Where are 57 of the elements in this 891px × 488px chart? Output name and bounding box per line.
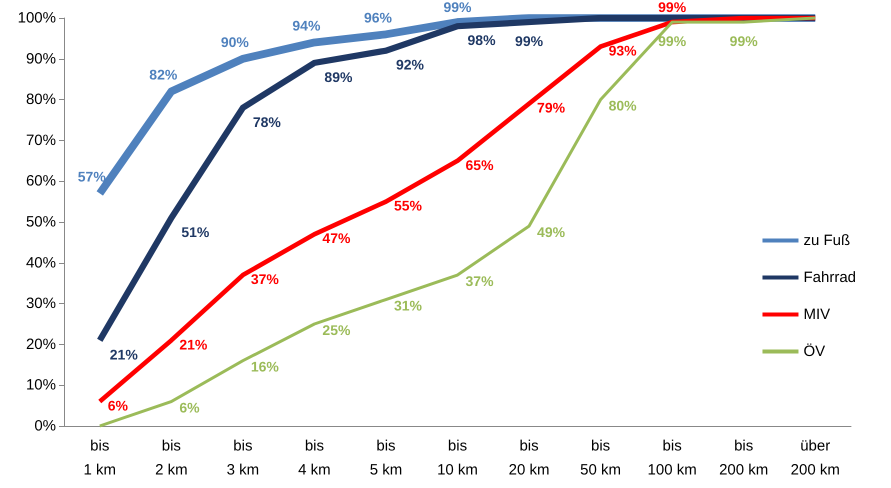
data-label: 90% — [220, 34, 250, 50]
data-label: 37% — [466, 273, 494, 290]
y-tick-label: 100% — [18, 10, 56, 26]
data-label: 37% — [250, 271, 280, 288]
data-label: 57% — [78, 168, 106, 184]
legend-label: Fahrrad — [803, 269, 856, 286]
y-tick-label: 90% — [26, 50, 56, 68]
x-tick-label: bis 5 km — [370, 438, 402, 478]
data-label: 99% — [730, 33, 758, 50]
data-label: 94% — [292, 17, 321, 34]
y-tick-label: 40% — [26, 254, 56, 272]
x-tick-label: bis 1 km — [84, 438, 116, 478]
x-tick-label: bis 3 km — [226, 438, 260, 478]
x-tick-label: bis 10 km — [437, 438, 478, 478]
x-tick-label: bis 20 km — [508, 438, 550, 478]
legend-label: MIV — [803, 306, 830, 323]
data-label: 21% — [110, 346, 138, 362]
x-tick-label: bis 4 km — [298, 438, 331, 478]
data-label: 99% — [658, 0, 687, 16]
data-label: 55% — [394, 198, 423, 214]
y-tick-label: 10% — [26, 376, 56, 394]
y-tick-label: 30% — [26, 295, 56, 312]
x-tick-label: bis 200 km — [719, 438, 768, 478]
y-tick-label: 80% — [26, 91, 56, 108]
x-tick-label: über 200 km — [790, 438, 840, 478]
y-tick-label: 60% — [26, 172, 56, 190]
data-label: 51% — [181, 224, 210, 240]
data-label: 25% — [322, 322, 351, 338]
data-label: 82% — [149, 66, 178, 82]
x-tick-label: bis 100 km — [648, 438, 697, 478]
y-tick-label: 70% — [26, 132, 56, 149]
y-tick-label: 20% — [26, 336, 56, 353]
legend-label: zu Fuß — [803, 232, 850, 249]
data-label: 89% — [324, 68, 353, 85]
data-label: 79% — [537, 100, 566, 116]
legend-label: ÖV — [803, 343, 826, 360]
data-label: 96% — [364, 9, 393, 26]
x-tick-label: bis 50 km — [580, 438, 622, 478]
data-label: 99% — [515, 33, 544, 50]
data-label: 21% — [179, 336, 208, 352]
data-label: 92% — [396, 56, 425, 73]
data-label: 6% — [108, 398, 129, 414]
y-tick-label: 0% — [34, 418, 56, 434]
data-label: 49% — [537, 224, 566, 240]
data-label: 6% — [179, 400, 200, 416]
data-label: 47% — [322, 230, 351, 246]
y-tick-label: 50% — [26, 214, 56, 230]
data-label: 93% — [608, 42, 638, 59]
data-label: 99% — [658, 33, 687, 50]
data-label: 16% — [250, 358, 280, 375]
x-tick-label: bis 2 km — [155, 438, 188, 478]
data-label: 99% — [443, 0, 472, 16]
data-label: 80% — [608, 98, 638, 114]
data-label: 98% — [468, 32, 496, 48]
data-label: 65% — [466, 156, 494, 173]
data-label: 78% — [252, 114, 282, 130]
data-label: 31% — [394, 298, 423, 314]
